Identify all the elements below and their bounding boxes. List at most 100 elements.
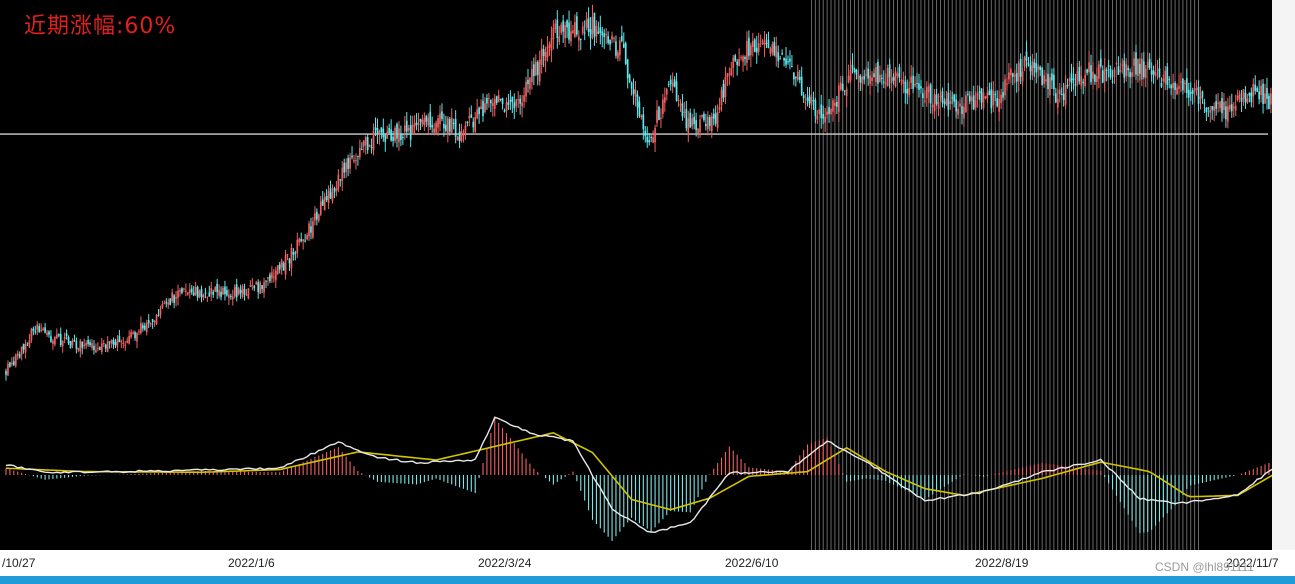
candle-body <box>1060 93 1063 95</box>
candle-body <box>922 93 924 99</box>
candle-body <box>220 291 222 297</box>
candle-body <box>935 94 938 104</box>
candle-body <box>859 76 862 83</box>
x-tick-label: /10/27 <box>2 556 36 570</box>
candle-body <box>798 76 801 81</box>
candle-body <box>370 146 373 148</box>
candle-body <box>720 89 723 106</box>
candle-body <box>832 100 834 112</box>
candle-body <box>1254 84 1257 91</box>
candle-body <box>71 340 74 346</box>
candle-body <box>630 82 633 89</box>
candle-body <box>583 32 586 34</box>
candle-body <box>200 288 203 298</box>
candle-body <box>300 238 303 242</box>
candle-body <box>697 128 699 134</box>
candle-body <box>896 73 899 77</box>
candle-body <box>263 281 265 293</box>
candle-body <box>1015 73 1018 82</box>
candle-body <box>319 201 322 215</box>
candle-body <box>495 96 498 103</box>
candle-body <box>239 289 242 294</box>
candle-body <box>861 77 864 84</box>
candle-body <box>757 42 760 52</box>
candle-body <box>24 344 27 353</box>
candle-body <box>1058 89 1061 95</box>
candle-body <box>568 22 570 40</box>
candle-body <box>16 353 19 356</box>
candle-body <box>728 73 731 75</box>
candle-body <box>787 61 789 63</box>
candle-body <box>431 125 434 128</box>
candle-body <box>357 155 359 157</box>
candle-body <box>912 75 914 89</box>
candle-body <box>5 371 7 375</box>
candle-body <box>773 41 776 56</box>
candle-body <box>810 96 813 106</box>
candle-body <box>280 260 283 268</box>
candle-body <box>446 118 449 134</box>
candle-body <box>552 27 555 40</box>
candle-body <box>126 340 129 343</box>
candle-body <box>984 96 987 99</box>
candle-body <box>1125 64 1128 76</box>
candle-body <box>769 48 772 54</box>
candle-body <box>554 23 557 29</box>
candle-body <box>271 272 273 279</box>
candle-body <box>212 291 215 295</box>
candle-body <box>675 81 678 101</box>
candle-body <box>722 83 725 98</box>
candle-body <box>437 118 439 128</box>
candle-body <box>480 106 482 110</box>
candle-body <box>448 118 451 132</box>
candle-body <box>1037 66 1040 70</box>
candle-body <box>1268 95 1270 110</box>
candle-body <box>478 107 480 115</box>
candle-body <box>310 226 312 233</box>
candle-body <box>1180 81 1182 83</box>
candle-body <box>916 82 918 84</box>
candle-body <box>394 127 396 141</box>
candle-body <box>875 67 877 83</box>
candle-body <box>906 88 909 94</box>
candle-body <box>196 286 199 298</box>
candle-body <box>1105 69 1108 71</box>
candle-body <box>26 342 29 344</box>
candle-body <box>1219 101 1221 109</box>
candle-body <box>513 102 516 109</box>
candle-body <box>1152 70 1155 75</box>
candle-body <box>793 72 795 80</box>
candle-body <box>226 290 228 296</box>
candle-body <box>620 36 623 42</box>
candle-body <box>658 106 660 120</box>
candle-body <box>1043 75 1045 84</box>
candle-body <box>877 62 879 84</box>
candle-body <box>159 308 162 316</box>
candle-body <box>497 95 500 103</box>
candle-body <box>533 64 535 77</box>
candle-body <box>587 17 590 32</box>
candle-body <box>429 111 432 127</box>
candle-body <box>591 16 594 34</box>
candle-body <box>314 213 316 221</box>
candle-body <box>1195 88 1198 90</box>
candle-body <box>972 95 975 110</box>
candle-body <box>441 111 443 119</box>
candle-body <box>329 188 332 199</box>
candle-body <box>826 111 828 115</box>
candle-body <box>1111 81 1114 83</box>
candle-body <box>294 252 297 254</box>
candle-body <box>820 104 823 119</box>
candle-body <box>1205 107 1208 113</box>
candle-body <box>714 113 717 124</box>
candle-body <box>1240 97 1243 102</box>
candle-body <box>742 56 744 62</box>
candle-body <box>149 322 152 325</box>
candle-body <box>192 292 195 296</box>
candle-body <box>255 282 258 285</box>
candle-body <box>849 69 852 81</box>
candle-body <box>1154 72 1157 77</box>
candle-body <box>564 25 566 39</box>
candle-body <box>396 123 398 139</box>
candle-body <box>454 118 457 137</box>
